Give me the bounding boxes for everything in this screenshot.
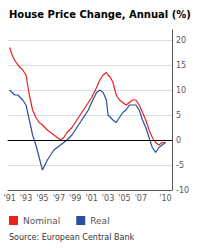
svg-text:-10: -10 — [176, 186, 189, 195]
svg-text:Source: European Central Bank: Source: European Central Bank — [9, 233, 134, 242]
svg-text:'95: '95 — [36, 194, 48, 203]
svg-text:Nominal: Nominal — [23, 216, 60, 226]
svg-text:0: 0 — [176, 136, 181, 145]
svg-text:'05: '05 — [118, 194, 130, 203]
svg-text:'07: '07 — [135, 194, 147, 203]
svg-text:'91: '91 — [3, 194, 15, 203]
svg-text:Real: Real — [90, 216, 109, 226]
svg-text:15: 15 — [176, 61, 186, 70]
svg-text:'03: '03 — [102, 194, 114, 203]
svg-text:5: 5 — [176, 111, 181, 120]
svg-text:'97: '97 — [53, 194, 65, 203]
svg-text:-5: -5 — [176, 161, 184, 170]
svg-text:'10: '10 — [159, 194, 171, 203]
svg-text:10: 10 — [176, 86, 186, 95]
svg-text:20: 20 — [176, 36, 186, 45]
svg-text:'99: '99 — [69, 194, 81, 203]
svg-text:House Price Change, Annual (%): House Price Change, Annual (%) — [9, 9, 191, 20]
svg-text:'01: '01 — [85, 194, 97, 203]
svg-text:'93: '93 — [20, 194, 32, 203]
